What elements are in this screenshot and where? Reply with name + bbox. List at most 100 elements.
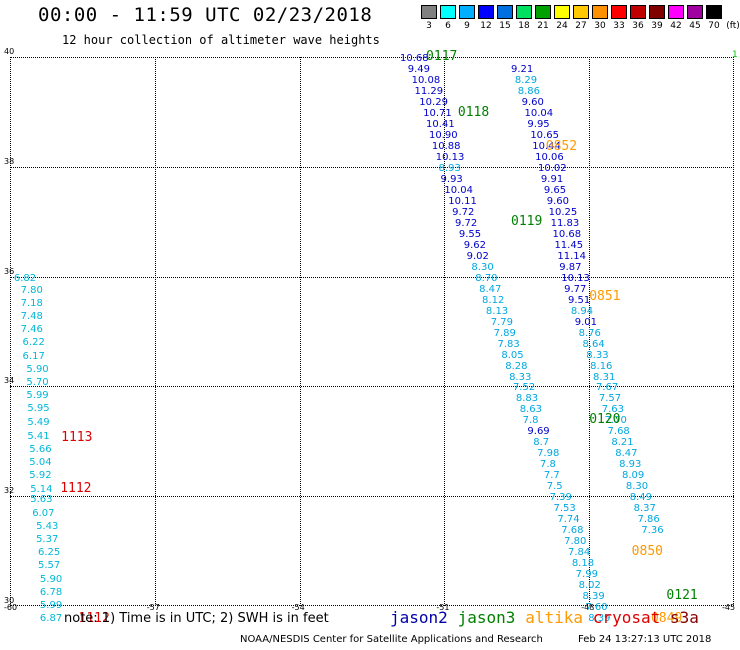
color-scale-swatch: [687, 5, 703, 19]
color-scale-label: (ft): [726, 21, 740, 31]
wave-height-value: 10.68: [552, 228, 582, 240]
satellite-legend-jason2: jason2: [390, 608, 448, 627]
color-scale-label: 33: [613, 21, 625, 31]
wave-height-value: 11.29: [414, 86, 444, 98]
wave-height-value: 9.72: [452, 206, 475, 218]
wave-height-value: 5.90: [26, 363, 49, 375]
wave-height-value: 5.90: [39, 573, 63, 585]
wave-height-value: 9.72: [455, 217, 478, 229]
color-scale-swatch: [706, 5, 722, 19]
wave-height-value: 7.84: [567, 547, 591, 559]
wave-height-value: 10.11: [448, 195, 477, 207]
wave-height-value: 10.04: [524, 107, 554, 119]
wave-height-value: 7.46: [20, 324, 43, 336]
x-tick-label: -60: [4, 603, 18, 612]
wave-height-value: 7.80: [564, 536, 587, 548]
wave-height-value: 7.63: [601, 404, 624, 416]
grid-line-vertical: [154, 57, 156, 606]
wave-height-value: 8.12: [482, 294, 505, 306]
grid-line-horizontal: [10, 386, 734, 388]
wave-height-value: 6.25: [37, 547, 61, 559]
pass-time-label: 0117: [426, 49, 458, 64]
wave-height-value: 9.77: [564, 283, 587, 295]
wave-height-value: 7.98: [537, 448, 560, 460]
wave-height-value: 7.80: [20, 284, 43, 296]
color-scale-label: 12: [480, 21, 492, 31]
wave-height-value: 10.65: [530, 129, 559, 141]
wave-height-value: 10.13: [561, 272, 590, 284]
wave-height-value: 9.02: [466, 250, 489, 262]
wave-height-value: 7.8: [522, 415, 539, 427]
wave-height-value: 7.89: [493, 327, 516, 339]
wave-height-value: 9.51: [567, 294, 591, 306]
wave-height-value: 5.37: [36, 534, 59, 546]
color-scale-swatch: [630, 5, 646, 19]
wave-height-value: 7.52: [512, 382, 536, 394]
wave-height-value: 10.44: [532, 140, 561, 152]
satellite-legend-cryosat: cryosat: [592, 608, 661, 627]
wave-height-value: 7.39: [549, 492, 572, 504]
y-tick-label: 38: [4, 156, 15, 166]
pass-time-label: 1112: [60, 480, 92, 496]
wave-height-value: 5.66: [29, 443, 52, 455]
page-subtitle: 12 hour collection of altimeter wave hei…: [62, 33, 380, 47]
color-scale-label: 3: [426, 21, 432, 31]
satellite-legend-s3a: s3a: [670, 608, 699, 627]
wave-height-value: 7.48: [20, 311, 43, 323]
wave-height-value: 6.78: [39, 586, 63, 598]
wave-height-value: 7.53: [553, 503, 576, 515]
wave-height-value: 7.8: [539, 459, 556, 471]
wave-height-value: 7.68: [607, 426, 630, 438]
wave-height-value: 7.79: [490, 316, 513, 328]
wave-height-value: 10.25: [548, 206, 578, 218]
pass-time-label: 0852: [545, 139, 578, 155]
wave-height-value: 9.21: [511, 64, 534, 76]
wave-height-value: 7.70: [604, 415, 627, 427]
wave-height-value: 10.06: [535, 151, 564, 163]
wave-height-value: 7.99: [575, 569, 598, 581]
wave-height-value: 9.95: [527, 118, 550, 130]
wave-height-value: 10.71: [423, 107, 452, 119]
color-scale-label: 30: [594, 21, 606, 31]
wave-height-value: 8.7: [533, 437, 550, 449]
wave-height-value: 8.47: [479, 283, 502, 295]
color-scale-label: 9: [464, 21, 470, 31]
color-scale-swatch: [668, 5, 684, 19]
color-scale-swatch: [459, 5, 475, 19]
wave-height-value: 8.76: [578, 327, 601, 339]
page-title: 00:00 - 11:59 UTC 02/23/2018: [38, 4, 373, 26]
color-scale-label: 21: [537, 21, 549, 31]
wave-height-value: 8.49: [629, 492, 652, 504]
y-tick-label: 30: [4, 596, 15, 605]
wave-height-value: 9.93: [440, 173, 463, 185]
wave-height-value: 8.86: [517, 86, 541, 98]
wave-height-value: 8.09: [622, 470, 645, 482]
y-tick-label: 32: [4, 486, 15, 496]
color-scale-label: 24: [556, 21, 568, 31]
wave-height-value: 8.93: [619, 459, 642, 471]
wave-height-value: 6.82: [13, 272, 37, 284]
wave-height-value: 10.13: [435, 151, 465, 163]
wave-height-value: 10.68: [399, 53, 429, 65]
color-scale-label: 15: [499, 21, 511, 31]
wave-height-value: 7.86: [637, 514, 660, 526]
x-tick-label: -48: [581, 603, 595, 612]
wave-height-value: 8.13: [485, 305, 509, 317]
wave-height-value: 8.30: [625, 481, 649, 493]
wave-height-value: 7.36: [641, 525, 664, 537]
pass-time-label: 0851: [589, 289, 621, 305]
wave-height-value: 9.62: [463, 239, 486, 251]
color-scale-swatch: [554, 5, 570, 19]
wave-height-value: 10.08: [411, 75, 441, 87]
wave-height-value: 8.37: [633, 503, 656, 515]
footer-note: note: 1) Time is in UTC; 2) SWH is in fe…: [64, 611, 329, 626]
grid-line-horizontal: [10, 166, 734, 168]
grid-line-horizontal: [10, 276, 734, 278]
wave-height-value: 8.31: [593, 371, 616, 383]
pass-time-label: 0118: [457, 104, 490, 120]
color-scale-label: 27: [575, 21, 587, 31]
wave-height-value: 8.30: [471, 261, 494, 273]
color-scale-label: 45: [689, 21, 701, 31]
pass-time-label: 1112: [78, 611, 110, 627]
wave-height-value: 8.05: [501, 349, 524, 361]
